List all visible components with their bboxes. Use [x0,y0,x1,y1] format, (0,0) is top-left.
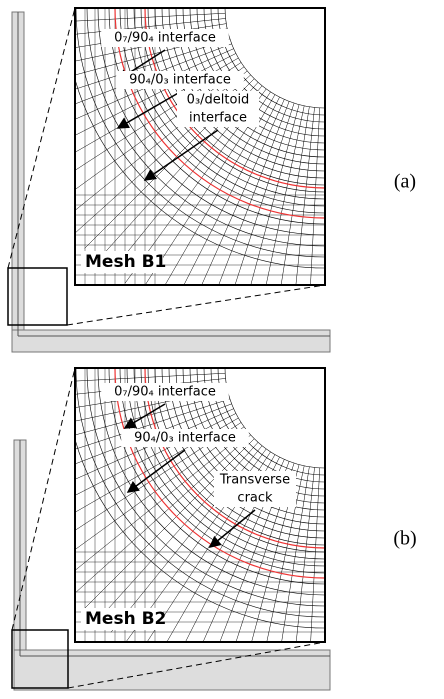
panel-label: (b) [393,528,416,550]
zoom-line [67,285,325,325]
annotation: 90₄/0₃ interface [129,73,231,88]
page: 0₇/90₄ interface 90₄/0₃ interface 0₃/delto… [0,0,444,699]
annotation: 0₇/90₄ interface [114,31,216,46]
mesh-label: Mesh B2 [85,609,166,629]
annotation: 90₄/0₃ interface [134,431,236,446]
annotation: interface [189,111,247,126]
figure: 0₇/90₄ interface 90₄/0₃ interface 0₃/delto… [0,0,444,699]
panel-label: (a) [394,171,416,193]
annotation: 0₇/90₄ interface [114,385,216,400]
annotation: Transverse [219,473,290,488]
specimen-horizontal [12,330,330,352]
mesh-label: Mesh B1 [85,252,166,272]
annotation: 0₃/deltoid [187,93,250,108]
annotation: crack [237,491,273,506]
